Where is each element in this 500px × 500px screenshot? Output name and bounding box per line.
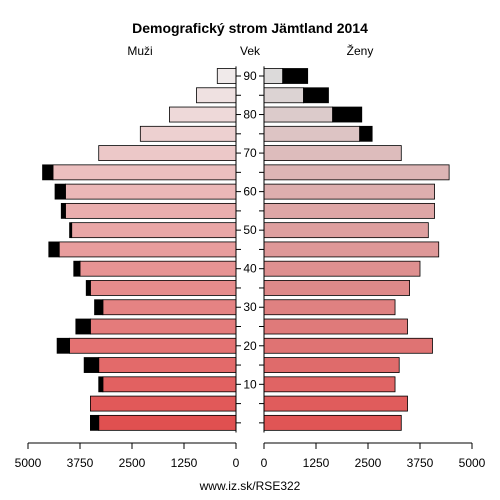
x-tick-label-9: 5000 xyxy=(459,456,486,470)
age-tick-label-10: 10 xyxy=(243,377,257,391)
male-excess-65-69 xyxy=(42,164,54,181)
male-bar-35-39 xyxy=(90,280,237,296)
male-bar-10-14 xyxy=(102,376,237,393)
female-bar-40-44 xyxy=(263,260,421,277)
source-label: www.iz.sk/RSE322 xyxy=(199,479,301,493)
male-bar-70-74 xyxy=(98,145,237,161)
female-bar-90+ xyxy=(263,68,284,84)
male-bar-20-24 xyxy=(69,337,237,354)
x-tick-label-8: 3750 xyxy=(407,456,434,470)
female-bar-80-84 xyxy=(263,106,334,123)
age-tick-label-50: 50 xyxy=(243,223,257,237)
x-tick-label-6: 1250 xyxy=(303,456,330,470)
female-bar-20-24 xyxy=(263,337,433,354)
male-bar-30-34 xyxy=(102,299,237,316)
female-bar-75-79 xyxy=(263,125,361,142)
axes-group: 5000 3750 2500 1250 0 0 1250 2500 3750 5000 10 20 30… xyxy=(15,66,486,470)
male-bar-90+ xyxy=(216,68,237,84)
x-tick-label-2: 2500 xyxy=(119,456,146,470)
male-bar-15-19 xyxy=(98,357,237,373)
male-bar-75-79 xyxy=(139,125,237,142)
male-bar-60-64 xyxy=(65,183,237,200)
age-tick-label-70: 70 xyxy=(243,146,257,160)
female-bar-70-74 xyxy=(263,145,402,161)
female-bar-5-9 xyxy=(263,395,408,412)
age-tick-label-90: 90 xyxy=(243,69,257,83)
male-excess-45-49 xyxy=(48,241,60,258)
x-tick-label-4: 0 xyxy=(233,456,240,470)
x-tick-label-7: 2500 xyxy=(355,456,382,470)
female-bar-50-54 xyxy=(263,222,429,239)
male-excess-15-19 xyxy=(83,357,100,373)
female-bar-35-39 xyxy=(263,280,411,296)
female-label: Ženy xyxy=(347,43,374,58)
male-excess-35-39 xyxy=(85,280,91,296)
female-excess-75-79 xyxy=(359,125,373,142)
male-bar-5-9 xyxy=(90,395,237,412)
male-bar-25-29 xyxy=(90,318,237,335)
female-bar-10-14 xyxy=(263,376,396,393)
male-excess-55-59 xyxy=(60,202,66,219)
male-bar-55-59 xyxy=(65,202,237,219)
male-bar-45-49 xyxy=(58,241,237,258)
female-bar-15-19 xyxy=(263,357,400,373)
female-bar-25-29 xyxy=(263,318,408,335)
male-label: Muži xyxy=(127,44,152,58)
male-bar-0-4 xyxy=(98,414,237,431)
male-excess-20-24 xyxy=(56,337,70,354)
female-excess-90+ xyxy=(282,68,309,84)
female-bar-85-89 xyxy=(263,87,304,104)
age-tick-label-30: 30 xyxy=(243,300,257,314)
age-tick-label-20: 20 xyxy=(243,339,257,353)
bars-group xyxy=(42,68,450,431)
male-excess-25-29 xyxy=(75,318,91,335)
male-bar-40-44 xyxy=(79,260,237,277)
female-bar-60-64 xyxy=(263,183,435,200)
chart-title: Demografický strom Jämtland 2014 xyxy=(132,20,368,36)
male-bar-65-69 xyxy=(52,164,237,181)
x-tick-label-5: 0 xyxy=(261,456,268,470)
female-bar-45-49 xyxy=(263,241,440,258)
male-excess-60-64 xyxy=(54,183,66,200)
male-excess-0-4 xyxy=(90,414,100,431)
x-tick-label-0: 5000 xyxy=(15,456,42,470)
female-excess-85-89 xyxy=(303,87,329,104)
age-tick-label-60: 60 xyxy=(243,185,257,199)
male-bar-80-84 xyxy=(169,106,237,123)
female-excess-80-84 xyxy=(332,106,363,123)
female-bar-30-34 xyxy=(263,299,396,316)
x-tick-label-1: 3750 xyxy=(67,456,94,470)
female-bar-55-59 xyxy=(263,202,435,219)
male-excess-30-34 xyxy=(94,299,104,316)
age-tick-label-80: 80 xyxy=(243,108,257,122)
male-excess-50-54 xyxy=(69,222,73,239)
x-tick-label-3: 1250 xyxy=(171,456,198,470)
age-tick-label-40: 40 xyxy=(243,262,257,276)
male-bar-50-54 xyxy=(71,222,237,239)
age-label: Vek xyxy=(240,44,261,58)
male-excess-40-44 xyxy=(73,260,81,277)
male-bar-85-89 xyxy=(196,87,237,104)
female-bar-65-69 xyxy=(263,164,450,181)
male-excess-10-14 xyxy=(98,376,104,393)
female-bar-0-4 xyxy=(263,414,402,431)
